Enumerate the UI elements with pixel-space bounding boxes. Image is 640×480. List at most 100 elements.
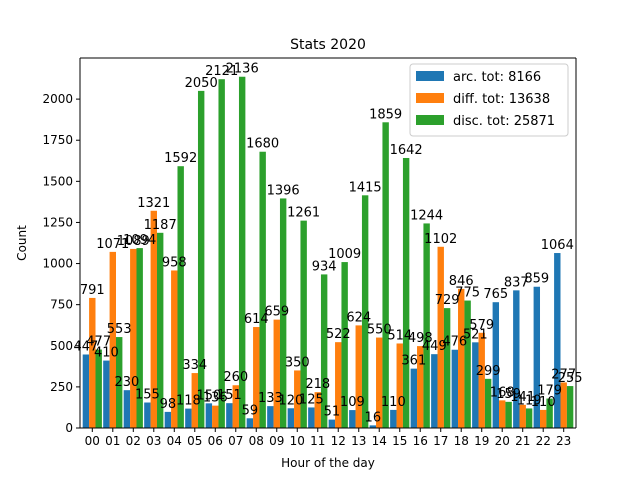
bar-1-05 <box>191 373 198 428</box>
bar-0-22 <box>533 286 541 428</box>
x-tick-label: 08 <box>249 434 264 448</box>
data-label: 1244 <box>410 208 443 223</box>
data-label: 934 <box>312 259 337 274</box>
data-label: 168 <box>490 385 515 400</box>
data-label: 159 <box>496 387 521 402</box>
data-label: 230 <box>114 375 139 390</box>
data-label: 1071 <box>96 237 129 252</box>
data-label: 1415 <box>349 180 382 195</box>
bar-0-21 <box>513 290 520 428</box>
data-label: 110 <box>381 395 406 410</box>
data-label: 449 <box>422 339 447 354</box>
x-tick-label: 13 <box>351 434 366 448</box>
data-label: 255 <box>558 371 583 386</box>
bar-0-10 <box>287 408 295 428</box>
x-tick-label: 07 <box>228 434 243 448</box>
data-label: 119 <box>517 393 542 408</box>
x-axis-label: Hour of the day <box>281 456 375 470</box>
data-label: 659 <box>264 305 289 320</box>
bar-1-14 <box>376 337 383 428</box>
bar-1-03 <box>150 210 157 428</box>
data-label: 51 <box>324 405 341 420</box>
x-tick-label: 19 <box>474 434 489 448</box>
x-tick-label: 03 <box>146 434 161 448</box>
y-tick-label: 2000 <box>42 92 73 106</box>
bar-2-07 <box>238 76 246 428</box>
data-label: 350 <box>285 355 310 370</box>
bar-2-09 <box>279 198 287 428</box>
data-label: 1102 <box>424 232 457 247</box>
data-label: 110 <box>531 395 556 410</box>
bar-0-12 <box>328 419 336 428</box>
bar-1-11 <box>314 392 321 428</box>
data-label: 859 <box>524 272 549 287</box>
x-tick-label: 21 <box>515 434 530 448</box>
bar-2-22 <box>546 398 553 428</box>
legend-frame <box>409 63 569 137</box>
x-tick-label: 18 <box>454 434 469 448</box>
bar-2-20 <box>505 401 512 428</box>
data-label: 98 <box>160 397 177 412</box>
bar-0-00 <box>82 354 90 428</box>
data-label: 136 <box>203 391 228 406</box>
data-label: 59 <box>242 403 259 418</box>
y-tick-label: 1250 <box>42 215 73 229</box>
bar-1-18 <box>458 288 465 428</box>
bar-2-02 <box>136 248 143 428</box>
bar-2-00 <box>95 349 102 428</box>
data-label: 514 <box>387 328 412 343</box>
data-label: 1089 <box>117 234 150 249</box>
legend-swatch <box>416 71 444 81</box>
bar-2-05 <box>197 90 205 428</box>
bar-0-15 <box>390 409 397 428</box>
bar-0-19 <box>472 342 479 428</box>
bar-0-13 <box>349 410 356 428</box>
x-tick-label: 09 <box>269 434 284 448</box>
data-label: 334 <box>182 358 207 373</box>
bar-2-10 <box>300 220 307 428</box>
bar-1-13 <box>355 325 362 428</box>
data-label: 1064 <box>541 238 574 253</box>
data-label: 624 <box>346 310 371 325</box>
bar-0-06 <box>205 403 213 428</box>
data-label: 477 <box>86 335 111 350</box>
data-label: 361 <box>401 354 426 369</box>
bar-2-18 <box>464 300 471 428</box>
data-label: 1859 <box>369 107 402 122</box>
data-label: 553 <box>107 322 132 337</box>
data-label: 765 <box>483 287 508 302</box>
bar-0-16 <box>410 368 418 428</box>
x-tick-label: 12 <box>331 434 346 448</box>
bar-2-14 <box>382 122 389 428</box>
data-label: 155 <box>135 388 160 403</box>
data-label: 277 <box>551 367 576 382</box>
bar-1-12 <box>335 342 342 428</box>
data-label: 1009 <box>328 247 361 262</box>
data-label: 521 <box>463 327 488 342</box>
bar-2-21 <box>525 408 533 428</box>
bar-0-17 <box>431 354 438 428</box>
data-label: 150 <box>196 388 221 403</box>
bar-0-23 <box>554 253 561 428</box>
data-label: 2136 <box>226 62 259 77</box>
bar-1-20 <box>499 400 506 428</box>
data-label: 133 <box>258 391 283 406</box>
data-label: 410 <box>94 346 119 361</box>
data-label: 2121 <box>205 64 238 79</box>
bar-1-15 <box>396 343 403 428</box>
data-label: 141 <box>510 390 535 405</box>
data-label: 120 <box>278 393 303 408</box>
x-tick-label: 06 <box>208 434 223 448</box>
data-label: 260 <box>223 370 248 385</box>
bar-0-11 <box>308 407 315 428</box>
chart-title: Stats 2020 <box>290 37 366 53</box>
bar-1-00 <box>89 297 96 428</box>
bar-2-13 <box>361 195 369 428</box>
data-label: 125 <box>299 392 324 407</box>
legend-swatch <box>416 93 444 103</box>
bar-0-01 <box>103 360 110 428</box>
data-label: 522 <box>326 327 351 342</box>
legend-label: disc. tot: 25871 <box>453 114 555 129</box>
bar-2-23 <box>566 386 574 428</box>
